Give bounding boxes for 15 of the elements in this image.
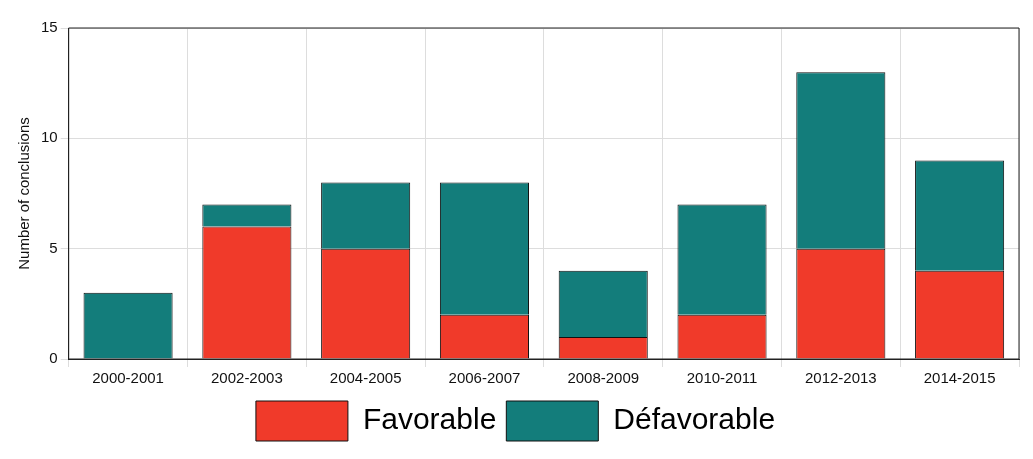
x-tick-label: 2008-2009 [567,369,640,387]
x-tick-label: 2004-2005 [329,369,402,387]
y-tick-label: 15 [41,18,58,36]
x-tick-label: 2010-2011 [686,369,758,387]
x-tick-label: 2006-2007 [448,369,521,387]
legend-label: Défavorable [613,402,776,436]
y-tick-label: 5 [49,238,58,256]
y-axis-title: Number of conclusions [15,117,33,270]
legend-label: Favorable [362,402,497,436]
x-tick-label: 2000-2001 [92,369,164,387]
y-tick-label: 0 [49,349,58,367]
x-tick-label: 2014-2015 [923,369,996,387]
y-tick-label: 10 [41,128,58,146]
x-tick-label: 2002-2003 [211,369,283,387]
x-tick-label: 2012-2013 [804,369,877,387]
